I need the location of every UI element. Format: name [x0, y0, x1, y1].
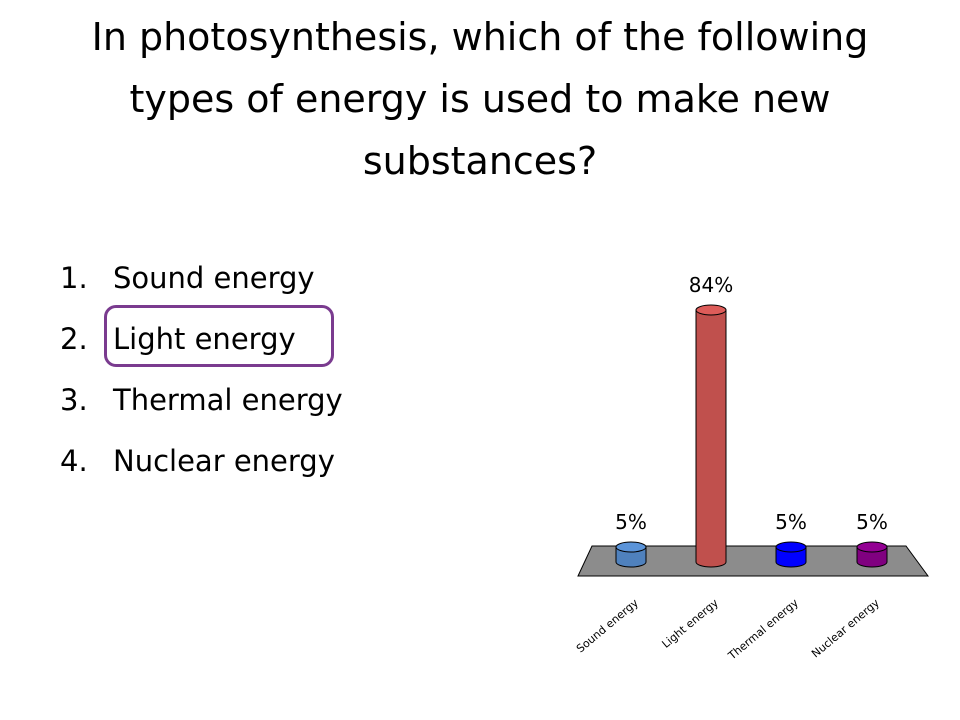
bar-thermal-energy: [775, 546, 807, 568]
data-label-thermal-energy: 5%: [775, 510, 807, 534]
answer-label: Sound energy: [113, 261, 315, 295]
data-label-sound-energy: 5%: [615, 510, 647, 534]
answer-label: Nuclear energy: [113, 444, 335, 478]
answer-option-2: 2. Light energy: [60, 309, 343, 370]
bar-top-nuclear-energy: [856, 541, 888, 553]
correct-answer-highlight: [104, 305, 334, 367]
bar-nuclear-energy: [856, 546, 888, 568]
bar-sound-energy: [615, 546, 647, 568]
answer-number: 3.: [60, 383, 88, 417]
bar-top-thermal-energy: [775, 541, 807, 553]
answer-option-1: 1. Sound energy: [60, 248, 343, 309]
tick-label-sound-energy: Sound energy: [574, 596, 641, 655]
answer-number: 1.: [60, 261, 88, 295]
answer-number: 2.: [60, 322, 88, 356]
results-bar-chart: 5% Sound energy 84% Light energy 5% Thermal e…: [574, 273, 929, 663]
answer-list: 1. Sound energy 2. Light energy 3. Thermal …: [60, 248, 343, 492]
tick-label-thermal-energy: Thermal energy: [725, 596, 801, 663]
answer-number: 4.: [60, 444, 88, 478]
tick-label-nuclear-energy: Nuclear energy: [809, 596, 882, 660]
bar-top-sound-energy: [615, 541, 647, 553]
question-title: In photosynthesis, which of the followin…: [91, 15, 869, 183]
data-label-light-energy: 84%: [689, 273, 733, 297]
answer-label: Light energy: [113, 322, 296, 356]
answer-label: Thermal energy: [113, 383, 343, 417]
data-label-nuclear-energy: 5%: [856, 510, 888, 534]
tick-label-light-energy: Light energy: [659, 596, 721, 651]
answer-option-4: 4. Nuclear energy: [60, 431, 343, 492]
bar-top-light-energy: [695, 304, 727, 316]
answer-option-3: 3. Thermal energy: [60, 370, 343, 431]
chart-floor: [577, 545, 929, 577]
bar-light-energy: [695, 309, 727, 568]
